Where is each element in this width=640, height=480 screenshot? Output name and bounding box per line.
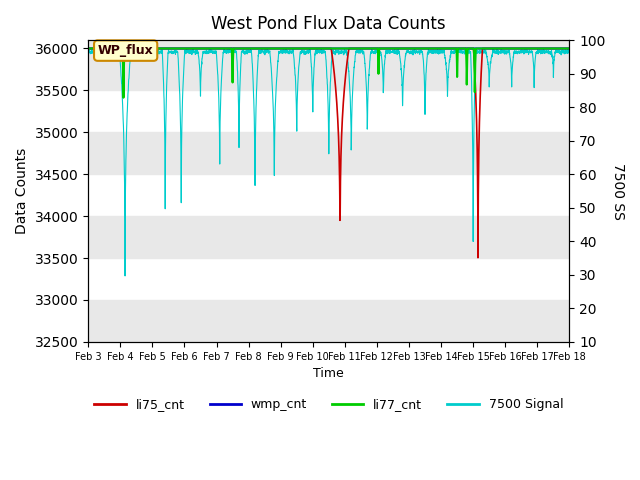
Y-axis label: Data Counts: Data Counts (15, 148, 29, 234)
Bar (88, 132, 570, 174)
Legend: li75_cnt, wmp_cnt, li77_cnt, 7500 Signal: li75_cnt, wmp_cnt, li77_cnt, 7500 Signal (90, 394, 568, 417)
Bar (88, 216, 570, 258)
Text: WP_flux: WP_flux (98, 44, 154, 57)
Y-axis label: 7500 SS: 7500 SS (611, 163, 625, 219)
Bar (88, 40, 570, 90)
Bar (88, 300, 570, 342)
X-axis label: Time: Time (314, 367, 344, 380)
Title: West Pond Flux Data Counts: West Pond Flux Data Counts (211, 15, 446, 33)
